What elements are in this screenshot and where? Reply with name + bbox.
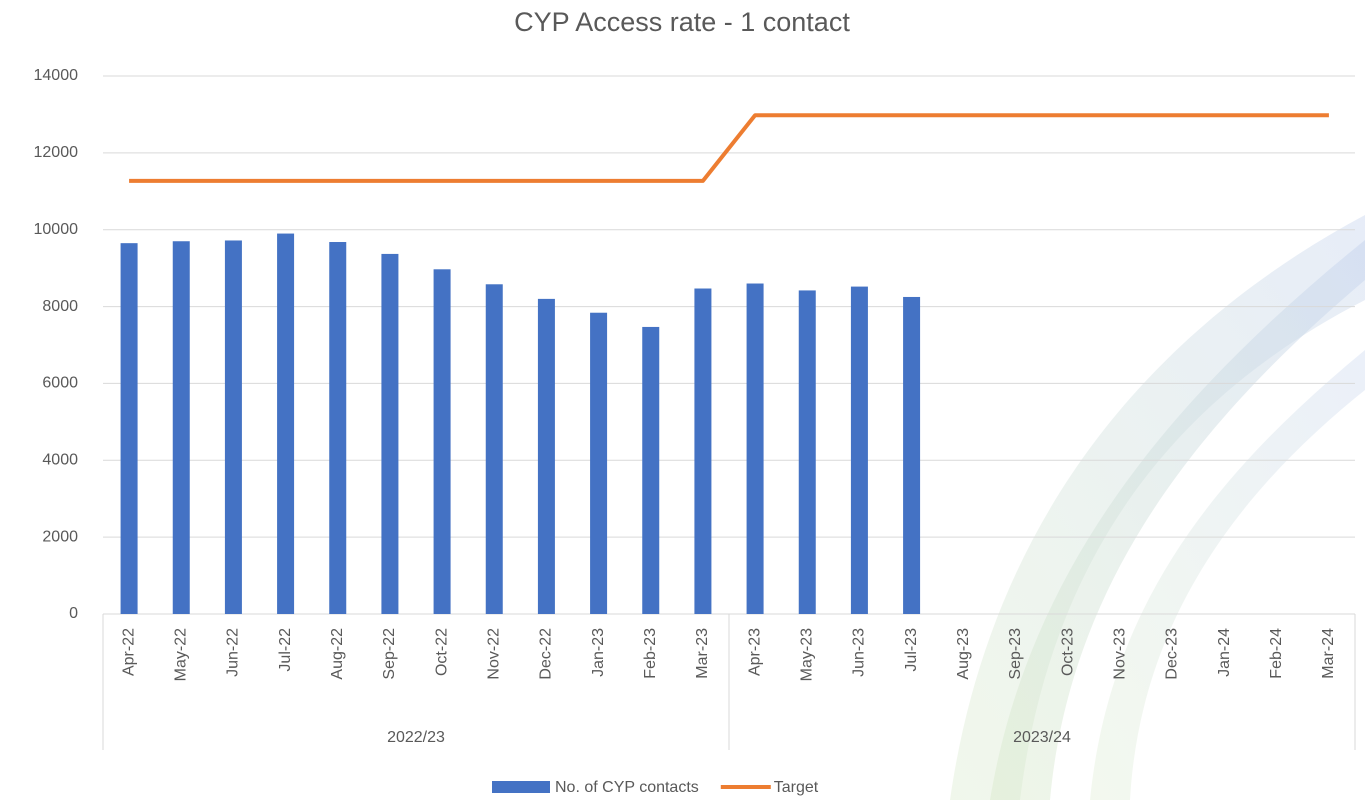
bar: [746, 283, 764, 614]
x-tick-label: Jul-23: [903, 628, 920, 672]
bar: [537, 298, 555, 614]
y-tick-label: 4000: [42, 452, 78, 469]
bar: [903, 296, 921, 614]
y-tick-label: 8000: [42, 298, 78, 315]
x-tick-label: May-23: [798, 628, 815, 681]
bar: [224, 240, 242, 614]
bar: [694, 288, 712, 614]
x-group-label: 2023/24: [1013, 729, 1071, 746]
y-tick-label: 10000: [34, 221, 79, 238]
legend-swatch: [492, 781, 550, 793]
x-tick-label: Dec-22: [538, 628, 555, 680]
x-tick-label: Oct-22: [433, 628, 450, 676]
x-tick-label: Apr-22: [120, 628, 137, 676]
bar: [590, 312, 608, 614]
legend-label: Target: [774, 779, 819, 796]
x-tick-label: Jan-23: [590, 628, 607, 677]
chart-title: CYP Access rate - 1 contact: [514, 7, 850, 37]
y-tick-label: 6000: [42, 375, 78, 392]
bar: [381, 253, 399, 614]
x-tick-label: Jul-22: [277, 628, 294, 672]
bar: [485, 284, 503, 614]
y-tick-label: 12000: [34, 144, 79, 161]
x-tick-label: Apr-23: [746, 628, 763, 676]
x-tick-label: Jun-23: [851, 628, 868, 677]
x-group-label: 2022/23: [387, 729, 445, 746]
bar: [120, 243, 138, 614]
bar: [172, 241, 190, 614]
legend-label: No. of CYP contacts: [555, 779, 699, 796]
x-tick-label: Feb-24: [1268, 628, 1285, 679]
x-tick-label: Feb-23: [642, 628, 659, 679]
bar: [433, 269, 451, 614]
x-tick-label: Mar-23: [694, 628, 711, 679]
background-swoosh: [950, 215, 1365, 800]
bar: [850, 286, 868, 614]
x-tick-label: Jan-24: [1216, 628, 1233, 677]
x-tick-label: Sep-23: [1007, 628, 1024, 680]
x-tick-label: Sep-22: [381, 628, 398, 680]
x-tick-label: Dec-23: [1164, 628, 1181, 680]
bar: [798, 290, 816, 614]
bar: [329, 242, 347, 615]
x-tick-label: Mar-24: [1320, 628, 1337, 679]
x-tick-label: Nov-22: [485, 628, 502, 680]
x-tick-label: May-22: [172, 628, 189, 681]
x-tick-label: Aug-22: [329, 628, 346, 680]
x-tick-label: Nov-23: [1111, 628, 1128, 680]
x-tick-label: Aug-23: [955, 628, 972, 680]
line: [129, 113, 1329, 183]
y-tick-label: 0: [69, 605, 78, 622]
bar: [642, 326, 660, 614]
y-tick-label: 2000: [42, 528, 78, 545]
y-tick-label: 14000: [34, 67, 79, 84]
bar: [277, 233, 295, 615]
x-tick-label: Jun-22: [225, 628, 242, 677]
x-tick-label: Oct-23: [1059, 628, 1076, 676]
